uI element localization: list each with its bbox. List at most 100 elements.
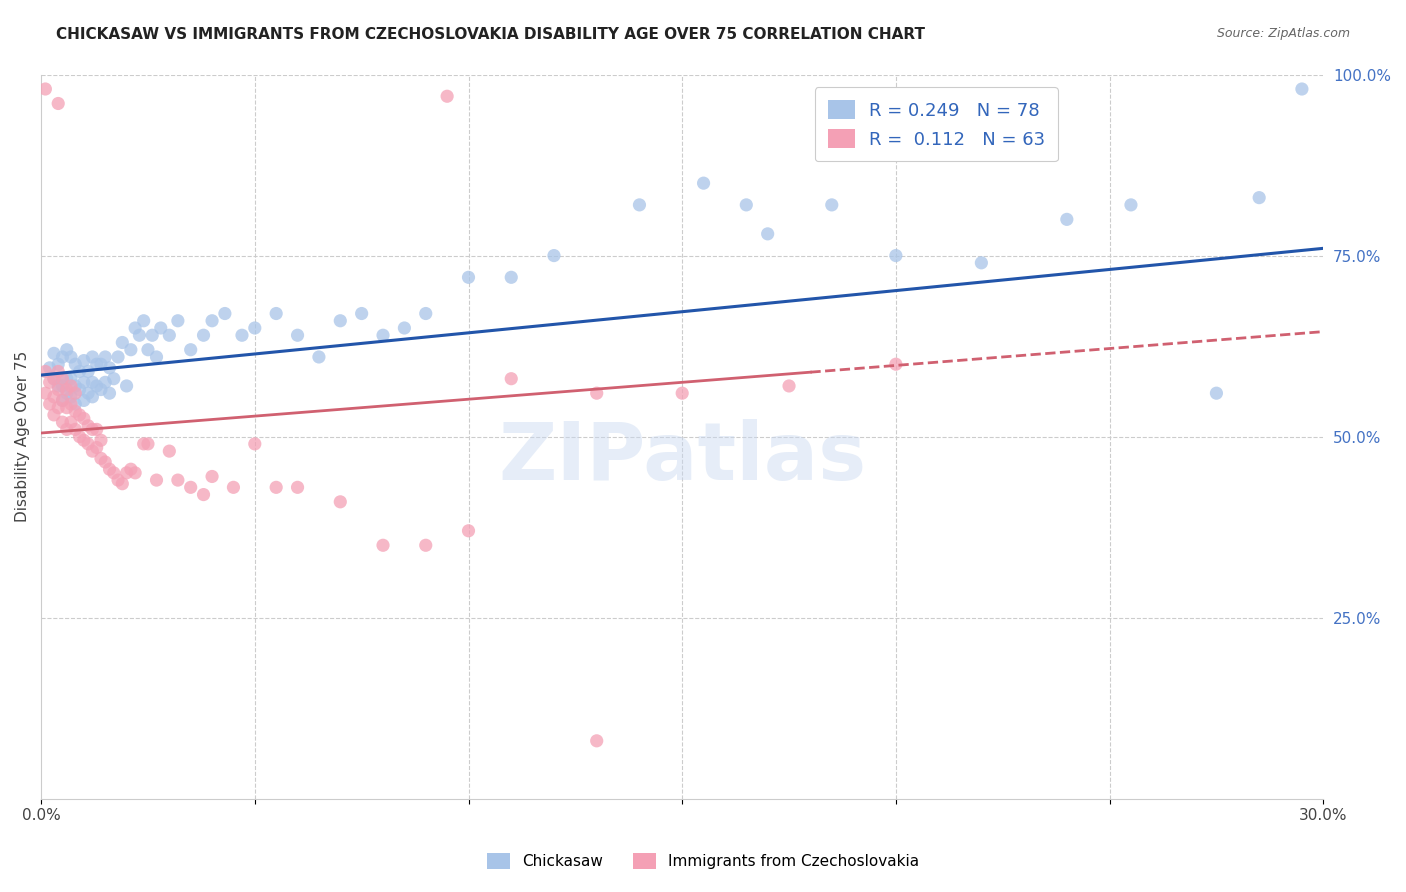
Point: [51, 393, 73, 408]
Point: [69, 383, 91, 397]
Point: [371, 328, 394, 343]
Point: [543, 249, 565, 263]
Point: [77, 364, 100, 378]
Point: [193, 328, 215, 343]
Point: [65, 386, 87, 401]
Point: [65, 397, 87, 411]
Point: [501, 270, 523, 285]
Text: CHICKASAW VS IMMIGRANTS FROM CZECHOSLOVAKIA DISABILITY AGE OVER 75 CORRELATION C: CHICKASAW VS IMMIGRANTS FROM CZECHOSLOVA…: [56, 27, 925, 42]
Legend: Chickasaw, Immigrants from Czechoslovakia: Chickasaw, Immigrants from Czechoslovaki…: [481, 847, 925, 875]
Point: [585, 386, 607, 401]
Point: [73, 434, 96, 448]
Point: [264, 306, 287, 320]
Point: [51, 415, 73, 429]
Point: [82, 444, 104, 458]
Point: [1056, 212, 1078, 227]
Point: [90, 357, 112, 371]
Point: [34, 364, 56, 378]
Point: [756, 227, 779, 241]
Point: [415, 538, 437, 552]
Point: [329, 314, 352, 328]
Point: [157, 444, 180, 458]
Point: [735, 198, 758, 212]
Point: [180, 480, 202, 494]
Point: [73, 393, 96, 408]
Point: [243, 437, 266, 451]
Point: [42, 372, 65, 386]
Point: [145, 350, 167, 364]
Point: [136, 437, 159, 451]
Point: [124, 466, 146, 480]
Point: [167, 314, 190, 328]
Point: [46, 401, 69, 415]
Point: [692, 176, 714, 190]
Point: [94, 376, 117, 390]
Point: [69, 430, 91, 444]
Point: [51, 379, 73, 393]
Point: [222, 480, 245, 494]
Point: [436, 89, 458, 103]
Point: [60, 390, 83, 404]
Point: [38, 376, 60, 390]
Point: [38, 360, 60, 375]
Point: [141, 328, 163, 343]
Point: [214, 306, 236, 320]
Point: [42, 372, 65, 386]
Point: [201, 469, 224, 483]
Point: [145, 473, 167, 487]
Point: [415, 306, 437, 320]
Point: [1119, 198, 1142, 212]
Point: [77, 437, 100, 451]
Point: [107, 350, 129, 364]
Point: [149, 321, 172, 335]
Point: [46, 357, 69, 371]
Point: [90, 383, 112, 397]
Point: [111, 476, 134, 491]
Point: [51, 350, 73, 364]
Point: [60, 397, 83, 411]
Point: [38, 397, 60, 411]
Point: [77, 386, 100, 401]
Point: [308, 350, 330, 364]
Point: [60, 379, 83, 393]
Point: [82, 390, 104, 404]
Point: [778, 379, 800, 393]
Point: [124, 321, 146, 335]
Point: [46, 96, 69, 111]
Point: [193, 487, 215, 501]
Point: [884, 357, 907, 371]
Point: [128, 328, 150, 343]
Point: [65, 404, 87, 418]
Point: [65, 379, 87, 393]
Point: [115, 466, 138, 480]
Point: [107, 473, 129, 487]
Point: [132, 437, 155, 451]
Point: [457, 524, 479, 538]
Point: [82, 350, 104, 364]
Point: [457, 270, 479, 285]
Point: [132, 314, 155, 328]
Y-axis label: Disability Age Over 75: Disability Age Over 75: [15, 351, 30, 522]
Point: [77, 418, 100, 433]
Point: [98, 386, 121, 401]
Point: [65, 357, 87, 371]
Point: [55, 386, 77, 401]
Point: [82, 376, 104, 390]
Point: [329, 495, 352, 509]
Point: [55, 383, 77, 397]
Point: [264, 480, 287, 494]
Point: [65, 422, 87, 436]
Point: [157, 328, 180, 343]
Point: [42, 346, 65, 360]
Point: [86, 357, 108, 371]
Point: [69, 408, 91, 422]
Point: [55, 422, 77, 436]
Point: [90, 434, 112, 448]
Point: [86, 441, 108, 455]
Text: Source: ZipAtlas.com: Source: ZipAtlas.com: [1216, 27, 1350, 40]
Point: [120, 343, 142, 357]
Point: [82, 422, 104, 436]
Point: [55, 372, 77, 386]
Point: [821, 198, 844, 212]
Point: [287, 480, 309, 494]
